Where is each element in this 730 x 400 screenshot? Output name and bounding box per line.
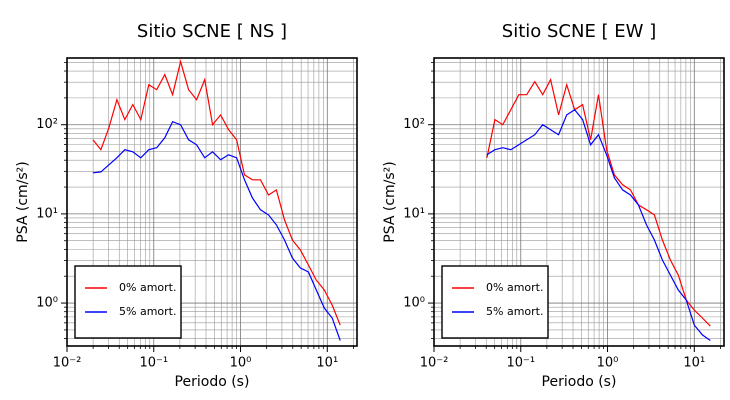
chart-title: Sitio SCNE [ EW ] (502, 21, 656, 42)
x-tick-label: 10¹ (316, 356, 338, 371)
legend-label: 5% amort. (486, 305, 543, 318)
x-axis-label: Periodo (s) (175, 374, 250, 390)
data-line (92, 120, 341, 341)
legend-box (74, 265, 182, 339)
x-tick-label: 10⁻² (420, 356, 449, 371)
y-tick-label: 10² (36, 117, 58, 132)
x-tick-label: 10⁻² (53, 356, 82, 371)
plot-frame (433, 57, 725, 347)
y-tick-label: 10⁰ (36, 296, 58, 311)
legend-label: 0% amort. (486, 281, 543, 294)
plot-frame (66, 57, 358, 347)
chart-title: Sitio SCNE [ NS ] (137, 21, 287, 42)
y-tick-label: 10¹ (403, 206, 425, 221)
legend-label: 5% amort. (119, 305, 176, 318)
x-tick-label: 10¹ (683, 356, 705, 371)
y-axis-label: PSA (cm/s²) (382, 161, 398, 243)
legend-label: 0% amort. (119, 281, 176, 294)
legend: 0% amort. 5% amort. (441, 265, 549, 339)
y-axis-label: PSA (cm/s²) (15, 161, 31, 243)
data-line (92, 59, 341, 326)
x-tick-label: 10⁻¹ (506, 356, 535, 371)
x-tick-label: 10⁻¹ (139, 356, 168, 371)
x-tick-label: 10⁰ (230, 356, 252, 371)
y-tick-label: 10¹ (36, 206, 58, 221)
x-tick-label: 10⁰ (597, 356, 619, 371)
x-axis-label: Periodo (s) (542, 374, 617, 390)
data-line (486, 77, 711, 327)
data-line (486, 109, 711, 341)
y-tick-label: 10² (403, 117, 425, 132)
legend: 0% amort. 5% amort. (74, 265, 182, 339)
legend-box (441, 265, 549, 339)
y-tick-label: 10⁰ (403, 296, 425, 311)
